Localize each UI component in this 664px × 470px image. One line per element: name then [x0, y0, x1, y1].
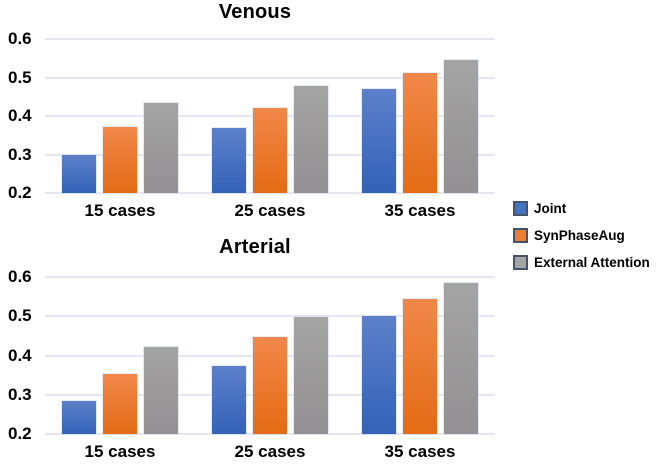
x-tick-label: 15 cases	[84, 201, 156, 220]
x-tick-label: 25 cases	[234, 201, 306, 220]
bar-external-attention-25-cases	[294, 85, 328, 193]
bar-synphaseaug-35-cases	[403, 298, 437, 434]
bar-external-attention-35-cases	[444, 60, 478, 193]
venous-chart-title: Venous	[218, 1, 292, 23]
bar-joint-15-cases	[62, 155, 96, 193]
gridline	[45, 192, 495, 194]
x-tick-label: 25 cases	[234, 442, 306, 461]
bar-joint-25-cases	[212, 365, 246, 434]
y-tick-label: 0.4	[8, 106, 32, 125]
gridline	[45, 76, 495, 79]
legend-label: External Attention	[534, 255, 650, 270]
bar-joint-35-cases	[362, 316, 396, 434]
y-tick-label: 0.5	[8, 67, 32, 87]
legend-item-external-attention: External Attention	[513, 253, 650, 272]
bar-joint-15-cases	[62, 400, 96, 434]
y-tick-label: 0.2	[8, 183, 32, 202]
gridline	[45, 38, 495, 40]
bar-synphaseaug-25-cases	[253, 337, 287, 434]
legend-item-joint: Joint	[513, 199, 650, 218]
legend-label: Joint	[534, 201, 567, 216]
bar-joint-35-cases	[362, 89, 396, 193]
bar-external-attention-25-cases	[294, 316, 328, 434]
y-tick-label: 0.3	[8, 384, 32, 404]
y-tick-label: 0.3	[8, 144, 32, 164]
bar-synphaseaug-15-cases	[103, 373, 137, 434]
bar-synphaseaug-15-cases	[103, 127, 137, 193]
synphaseaug-swatch-icon	[513, 228, 528, 243]
bar-external-attention-15-cases	[144, 102, 178, 193]
bar-external-attention-35-cases	[444, 283, 478, 434]
gridline	[45, 315, 495, 318]
venous-chart-panel: Venous 0.2 0.3 0.4 0.5 0.6 15 cases 25 cases 35…	[8, 1, 495, 220]
arterial-chart-panel: Arterial 0.2 0.3 0.4 0.5 0.6 15 cases 25 cases…	[0, 235, 664, 470]
gridline	[45, 433, 495, 435]
x-tick-label: 35 cases	[384, 201, 456, 220]
bar-synphaseaug-35-cases	[403, 72, 437, 193]
y-tick-label: 0.6	[8, 29, 32, 48]
bar-joint-25-cases	[212, 128, 246, 193]
y-tick-label: 0.6	[8, 267, 32, 286]
x-tick-label: 35 cases	[384, 442, 456, 461]
bar-synphaseaug-25-cases	[253, 107, 287, 193]
y-tick-label: 0.5	[8, 306, 32, 326]
y-tick-label: 0.2	[8, 424, 32, 443]
arterial-chart-title: Arterial	[219, 236, 291, 258]
external-attention-swatch-icon	[513, 255, 528, 270]
bar-external-attention-15-cases	[144, 346, 178, 434]
joint-swatch-icon	[513, 201, 528, 216]
legend: Joint SynPhaseAug External Attention	[513, 199, 650, 280]
x-tick-label: 15 cases	[84, 442, 156, 461]
legend-item-synphaseaug: SynPhaseAug	[513, 226, 650, 245]
legend-label: SynPhaseAug	[534, 228, 625, 243]
gridline	[45, 276, 495, 278]
y-tick-label: 0.4	[8, 345, 32, 365]
